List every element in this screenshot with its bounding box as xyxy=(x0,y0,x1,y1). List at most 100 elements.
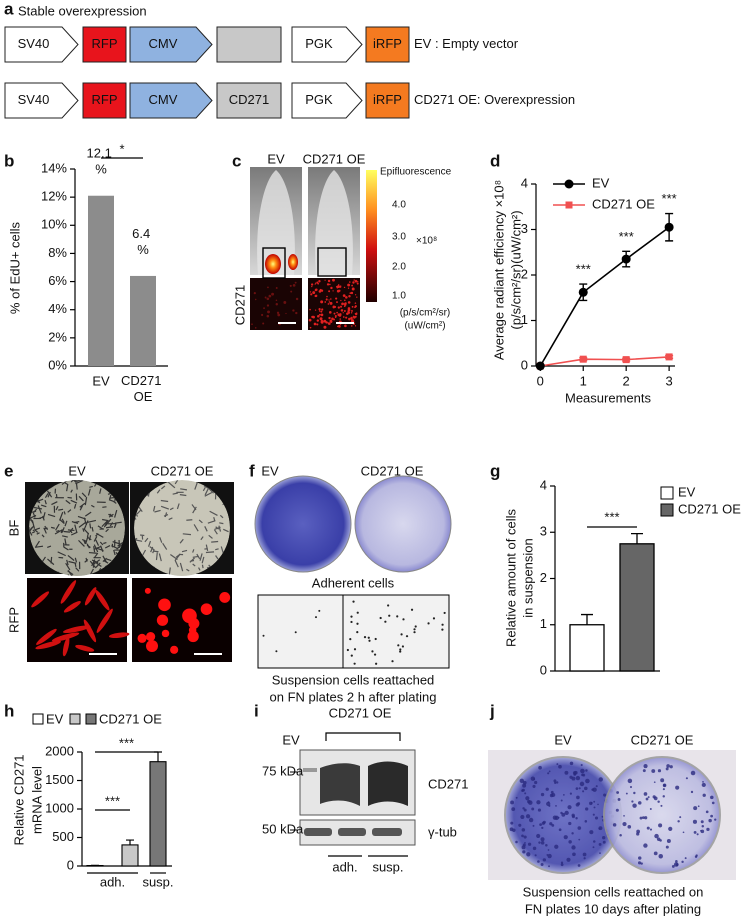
bar xyxy=(149,761,167,867)
cell xyxy=(84,497,88,506)
tissue-signal xyxy=(276,311,280,315)
cell xyxy=(34,545,44,548)
gene-box xyxy=(365,82,410,119)
legend-swatch xyxy=(660,486,674,500)
colony xyxy=(536,833,541,839)
cell xyxy=(223,528,229,533)
tissue-signal xyxy=(266,297,270,301)
column-label: CD271 OE xyxy=(631,732,694,747)
cell xyxy=(44,493,49,499)
y-tick-label: 3 xyxy=(540,524,547,539)
colony xyxy=(629,785,633,789)
colony xyxy=(560,863,564,867)
colony xyxy=(563,794,565,796)
cell-dot xyxy=(427,622,430,625)
tissue-signal xyxy=(347,287,350,289)
y-tick-label: 8% xyxy=(48,245,67,260)
tissue-signal xyxy=(266,304,270,307)
cell-dot xyxy=(371,650,374,653)
y-tick-label: 12% xyxy=(41,189,67,204)
cell xyxy=(160,499,169,503)
y-tick-label: 1 xyxy=(521,312,528,327)
tissue-signal xyxy=(323,325,327,329)
colony xyxy=(602,836,606,840)
y-tick-label: 0 xyxy=(540,662,547,677)
construct-element: iRFP xyxy=(373,36,402,51)
tissue-signal xyxy=(351,284,353,287)
colony xyxy=(554,844,559,849)
colony xyxy=(512,828,516,832)
colony xyxy=(518,823,522,827)
cell xyxy=(61,480,67,485)
colony xyxy=(548,770,551,773)
tissue-signal xyxy=(333,312,336,315)
plate xyxy=(254,475,352,573)
cell xyxy=(164,512,168,518)
cell xyxy=(47,491,51,498)
text-line: % xyxy=(137,242,149,257)
cell xyxy=(168,567,171,575)
tissue-signal xyxy=(314,288,317,291)
tissue-signal xyxy=(344,299,346,302)
construct-element: iRFP xyxy=(373,92,402,107)
tissue-signal xyxy=(309,291,312,293)
cell xyxy=(168,517,173,521)
cell xyxy=(153,550,159,553)
cell xyxy=(89,485,93,488)
tissue-signal xyxy=(354,325,357,327)
cell xyxy=(201,556,205,564)
tissue-signal xyxy=(352,320,355,322)
y-tick-label: 0 xyxy=(521,357,528,372)
colony xyxy=(567,805,572,810)
cell xyxy=(67,569,73,576)
cell xyxy=(167,481,176,489)
cell-signal xyxy=(146,632,156,642)
colony xyxy=(571,815,575,819)
tissue-signal xyxy=(320,320,324,324)
tissue-signal xyxy=(327,279,331,283)
significance: *** xyxy=(604,509,619,524)
cell xyxy=(174,553,181,561)
cell xyxy=(95,547,104,552)
caption: Suspension cells reattached xyxy=(272,672,435,687)
colony xyxy=(558,764,562,769)
cell xyxy=(213,529,218,535)
tissue-signal xyxy=(275,299,278,302)
cell-signal xyxy=(31,591,50,608)
band xyxy=(368,761,408,806)
roi-box xyxy=(262,247,286,279)
colony xyxy=(515,840,518,844)
cell xyxy=(192,549,195,553)
row-label: BF xyxy=(6,520,21,537)
colony xyxy=(657,800,660,803)
cell xyxy=(149,546,155,551)
colony xyxy=(538,765,542,770)
tissue-signal xyxy=(264,296,267,299)
cell xyxy=(87,488,91,496)
cell xyxy=(51,501,58,506)
tissue-signal xyxy=(338,289,341,292)
promoter-arrow xyxy=(291,26,363,63)
cell-signal xyxy=(63,601,81,613)
cell xyxy=(70,499,78,504)
colony xyxy=(705,810,709,814)
caption: FN plates 10 days after plating xyxy=(525,901,701,916)
plate xyxy=(603,756,721,874)
cell-signal xyxy=(35,640,62,650)
tissue-signal xyxy=(353,279,355,281)
construct-caption: CD271 OE: Overexpression xyxy=(414,92,575,107)
cell xyxy=(179,562,184,572)
cell xyxy=(47,558,55,566)
tissue-signal xyxy=(336,311,338,314)
cell xyxy=(69,527,74,533)
legend-swatch xyxy=(660,503,674,517)
row-label: RFP xyxy=(6,607,21,633)
cell-signal xyxy=(108,632,130,639)
colony xyxy=(534,780,538,785)
gene-box xyxy=(82,26,127,63)
colony xyxy=(582,790,585,793)
cell xyxy=(36,532,40,535)
column-label: CD271 OE xyxy=(361,463,424,478)
cell-dot xyxy=(367,636,370,639)
colony xyxy=(540,841,545,845)
